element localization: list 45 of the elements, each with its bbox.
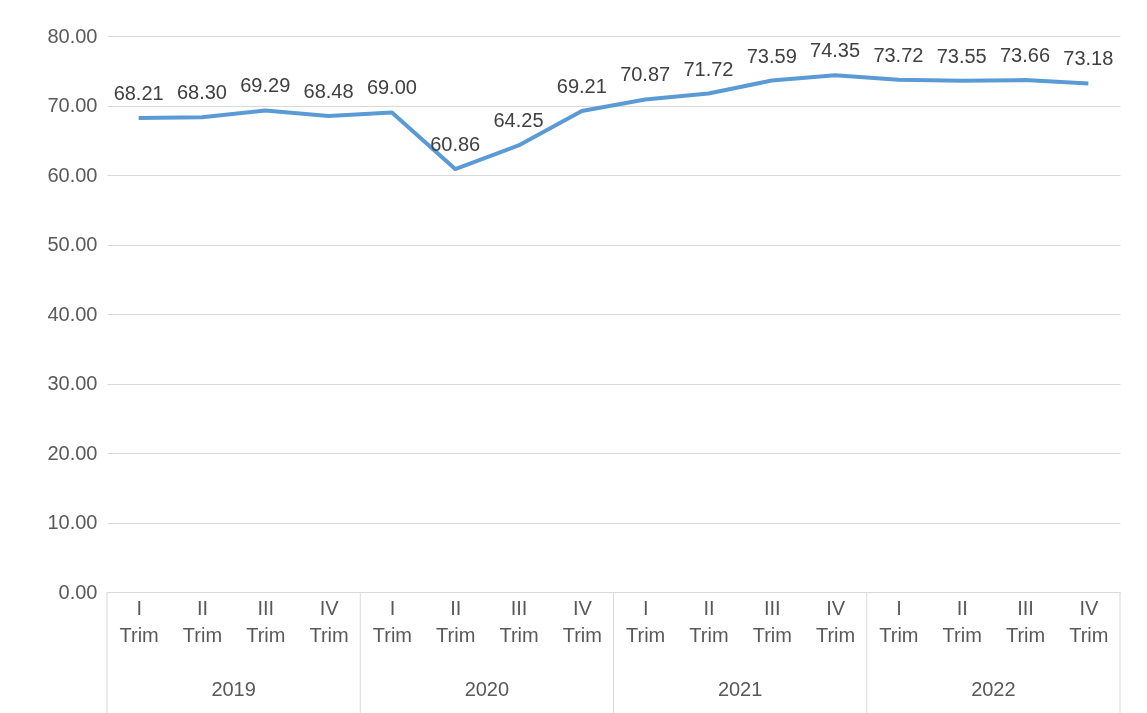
text: 2021 [717, 678, 763, 700]
x-tick-label: IV Trim [815, 596, 856, 646]
x-tick-label: II Trim [436, 596, 476, 646]
y-tick-label: 20.00 [47, 441, 98, 464]
x-tick-label: III Trim [499, 596, 539, 646]
data-label: 69.00 [366, 76, 417, 99]
y-tick-label: 40.00 [47, 302, 98, 325]
x-tick-label: III Trim [246, 596, 286, 646]
x-tick-label: I Trim [372, 596, 413, 646]
x-tick-label: III Trim [752, 596, 792, 646]
text: 2020 [464, 678, 510, 700]
y-tick-label: 60.00 [47, 163, 98, 186]
data-label: 60.86 [430, 133, 481, 156]
x-tick-label: II Trim [182, 596, 223, 646]
x-tick-label: I Trim [879, 596, 919, 646]
text: 2022 [971, 678, 1016, 700]
y-tick-label: 50.00 [47, 233, 98, 255]
y-tick-label: 0.00 [58, 580, 98, 603]
y-tick-label: 10.00 [47, 511, 98, 533]
x-tick-label: III Trim [1005, 596, 1046, 646]
data-label: 69.29 [240, 74, 291, 97]
x-tick-label: I Trim [626, 596, 666, 646]
text: 2019 [211, 678, 256, 700]
y-tick-label: 70.00 [47, 94, 98, 116]
data-label: 73.55 [936, 44, 987, 67]
data-label: 68.48 [303, 80, 354, 103]
data-label: 73.59 [746, 44, 797, 67]
data-label: 73.18 [1063, 47, 1114, 70]
data-label: 68.21 [113, 81, 164, 104]
x-tick-label: IV Trim [562, 596, 602, 646]
data-label: 71.72 [683, 57, 734, 80]
y-tick-label: 30.00 [47, 372, 98, 394]
data-label: 73.72 [873, 43, 924, 66]
x-tick-label: IV Trim [309, 596, 349, 646]
x-tick-label: II Trim [689, 596, 729, 646]
y-tick-label: 80.00 [47, 24, 98, 47]
data-label: 68.30 [176, 81, 227, 104]
x-tick-label: I Trim [119, 596, 159, 646]
data-label: 69.21 [556, 74, 607, 97]
data-label: 70.87 [620, 63, 671, 86]
x-tick-label: II Trim [942, 596, 982, 646]
data-label: 74.35 [810, 39, 861, 62]
data-label: 73.66 [1000, 44, 1051, 67]
x-tick-label: IV Trim [1069, 596, 1109, 646]
data-label: 64.25 [493, 109, 544, 132]
